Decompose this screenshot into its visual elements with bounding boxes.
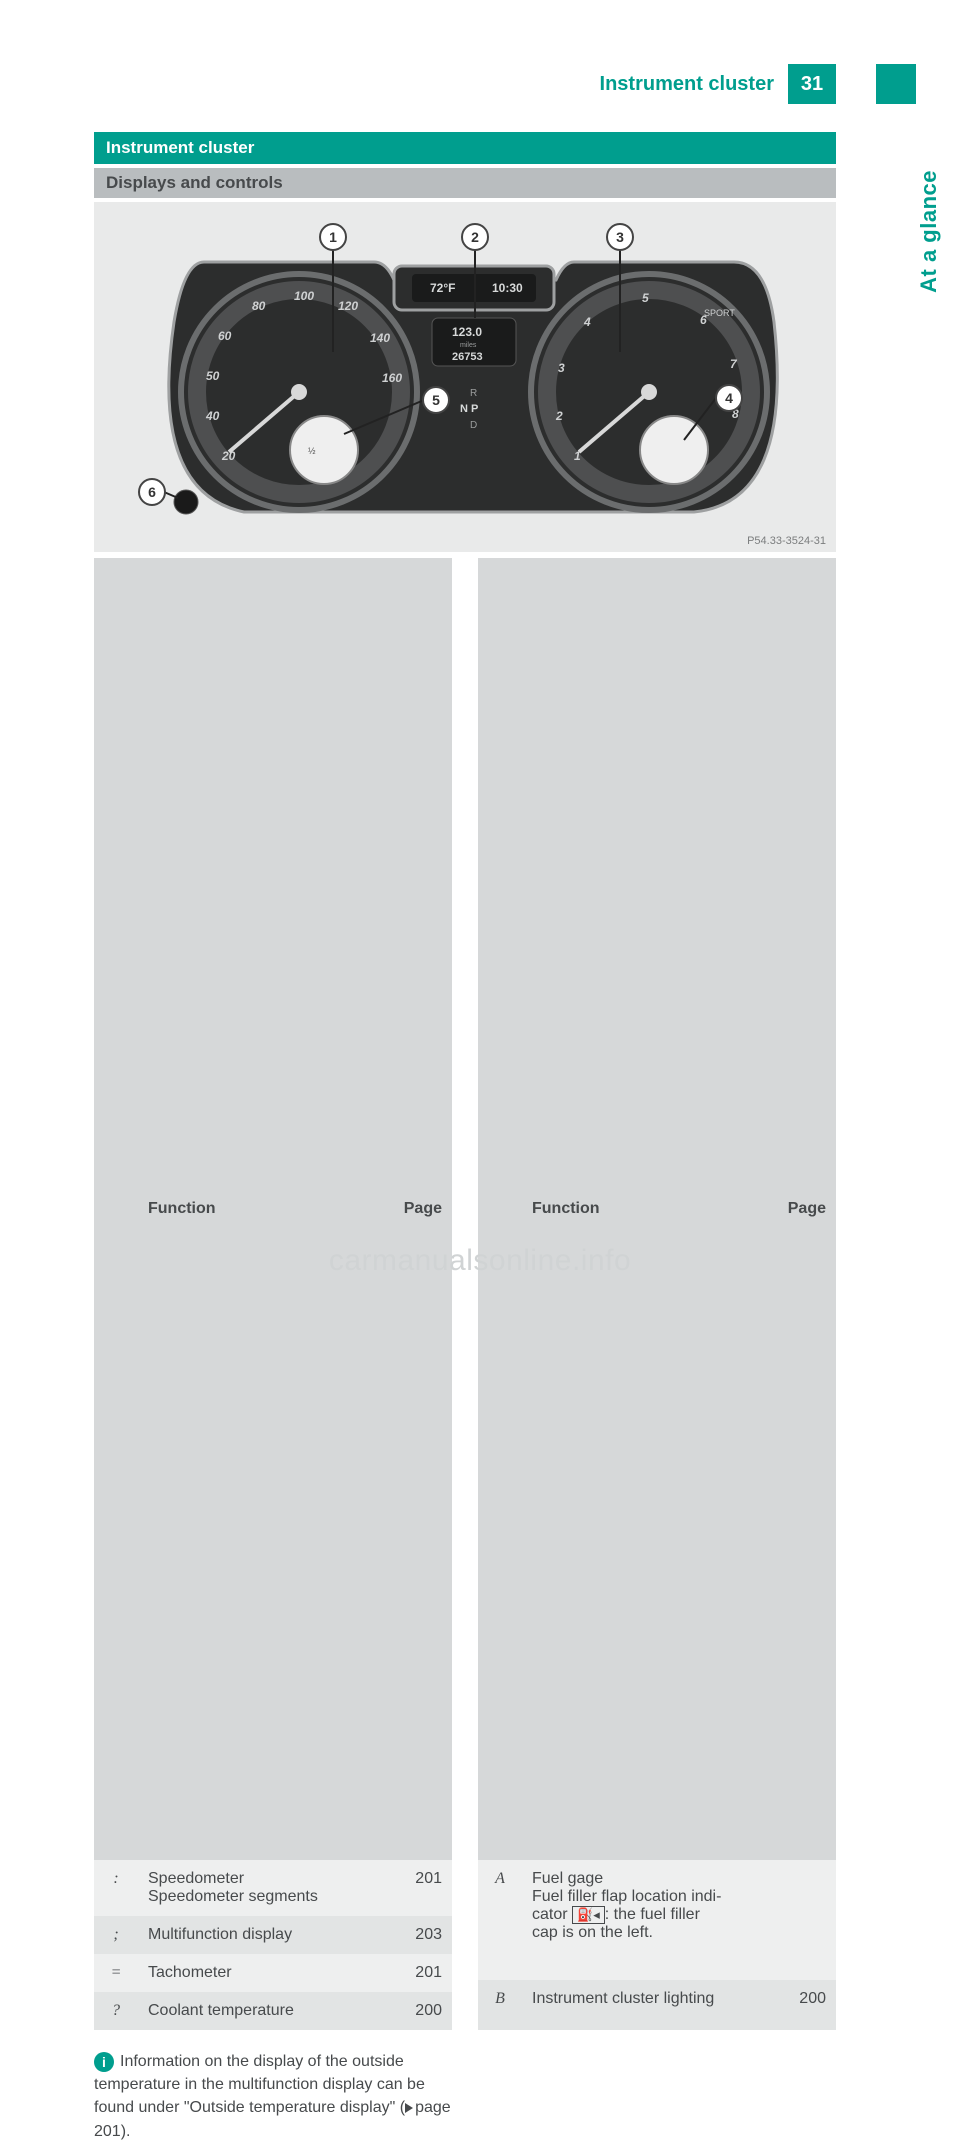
row-function: Tachometer [138, 1954, 392, 1992]
side-tab-block [876, 64, 916, 104]
brightness-knob [174, 490, 198, 514]
row-page: 200 [392, 1992, 452, 2030]
th-icon [478, 558, 522, 1860]
coolant-half-label: ½ [308, 446, 316, 456]
info-note-pre: Information on the display of the outsid… [94, 2053, 425, 2116]
prnds-np: N P [460, 403, 478, 415]
callout-2: 2 [462, 224, 488, 250]
row-function: Coolant temperature [138, 1992, 392, 2030]
section-title: Instrument cluster [106, 138, 254, 158]
callout-1: 1 [320, 224, 346, 250]
th-icon [94, 558, 138, 1860]
callout-4: 4 [716, 385, 742, 411]
th-function: Function [138, 558, 392, 1860]
tach-num: 5 [642, 291, 649, 305]
function-tables: Function Page :SpeedometerSpeedometer se… [94, 558, 836, 2030]
row-icon: ; [94, 1916, 138, 1954]
table-row: ?Coolant temperature200 [94, 1992, 452, 2030]
tach-hub [641, 384, 657, 400]
table-row: AFuel gageFuel filler flap location indi… [478, 1860, 836, 1980]
row-page: 201 [392, 1860, 452, 1916]
sport-label: SPORT [704, 308, 735, 318]
speedo-num: 160 [382, 371, 402, 385]
mfd-trip-unit: miles [460, 342, 477, 349]
tach-num: 2 [555, 409, 563, 423]
th-page: Page [392, 558, 452, 1860]
speedo-num: 80 [252, 299, 266, 313]
row-icon: ? [94, 1992, 138, 2030]
row-function: SpeedometerSpeedometer segments [138, 1860, 392, 1916]
row-function: Fuel gageFuel filler flap location indi-… [522, 1860, 776, 1980]
svg-text:4: 4 [725, 390, 733, 406]
function-table-left: Function Page :SpeedometerSpeedometer se… [94, 558, 452, 2030]
subsection-title-bar: Displays and controls [94, 168, 836, 198]
triangle-icon [405, 2103, 413, 2113]
th-function: Function [522, 558, 776, 1860]
table-row: :SpeedometerSpeedometer segments201 [94, 1860, 452, 1916]
svg-text:6: 6 [148, 484, 156, 500]
callout-3: 3 [607, 224, 633, 250]
mfd-time: 10:30 [492, 281, 523, 295]
section-title-bar: Instrument cluster [94, 132, 836, 164]
side-tab-label: At a glance [916, 170, 942, 293]
running-header-page: 31 [788, 64, 836, 104]
speedo-num: 50 [206, 369, 220, 383]
info-icon: i [94, 2052, 114, 2072]
svg-text:3: 3 [616, 229, 624, 245]
row-function: Multifunction display [138, 1916, 392, 1954]
speedo-num: 140 [370, 331, 390, 345]
speedo-num: 120 [338, 299, 358, 313]
speedo-num: 40 [205, 409, 220, 423]
svg-text:2: 2 [471, 229, 479, 245]
instrument-cluster-svg: 20 40 50 60 80 100 120 140 160 ½ 1 2 3 4… [94, 202, 836, 552]
row-icon: A [478, 1860, 522, 1980]
callout-5: 5 [423, 387, 449, 413]
watermark: carmanualsonline.info [0, 1244, 960, 1278]
mfd-trip: 123.0 [452, 325, 482, 339]
figure-image-code: P54.33-3524-31 [747, 535, 826, 547]
speedo-num: 60 [218, 329, 232, 343]
running-header-title: Instrument cluster [600, 73, 774, 96]
tach-num: 4 [583, 315, 591, 329]
page-content: Instrument cluster 31 Instrument cluster… [94, 64, 836, 2143]
table-row: ;Multifunction display203 [94, 1916, 452, 1954]
instrument-cluster-figure: 20 40 50 60 80 100 120 140 160 ½ 1 2 3 4… [94, 202, 836, 552]
svg-text:5: 5 [432, 392, 440, 408]
row-page [776, 1860, 836, 1980]
tach-num: 3 [558, 361, 565, 375]
prnds-r: R [470, 388, 477, 399]
callout-6: 6 [139, 479, 165, 505]
running-header: Instrument cluster 31 [94, 64, 836, 104]
info-note-post: ). [121, 2123, 131, 2140]
mfd-temp: 72°F [430, 281, 455, 295]
th-page: Page [776, 558, 836, 1860]
function-table-right: Function Page AFuel gageFuel filler flap… [478, 558, 836, 2030]
mfd-odo: 26753 [452, 351, 483, 363]
speedo-num: 100 [294, 289, 314, 303]
coolant-subgauge [290, 416, 358, 484]
speedo-hub [291, 384, 307, 400]
info-note: iInformation on the display of the outsi… [94, 2050, 452, 2143]
row-icon: B [478, 1980, 522, 2030]
row-icon: = [94, 1954, 138, 1992]
row-icon: : [94, 1860, 138, 1916]
prnds-d: D [470, 420, 477, 431]
fuel-subgauge [640, 416, 708, 484]
row-page: 203 [392, 1916, 452, 1954]
subsection-title: Displays and controls [106, 173, 283, 193]
table-row: =Tachometer201 [94, 1954, 452, 1992]
row-page: 200 [776, 1980, 836, 2030]
row-function: Instrument cluster lighting [522, 1980, 776, 2030]
row-page: 201 [392, 1954, 452, 1992]
table-row: BInstrument cluster lighting200 [478, 1980, 836, 2030]
svg-text:1: 1 [329, 229, 337, 245]
